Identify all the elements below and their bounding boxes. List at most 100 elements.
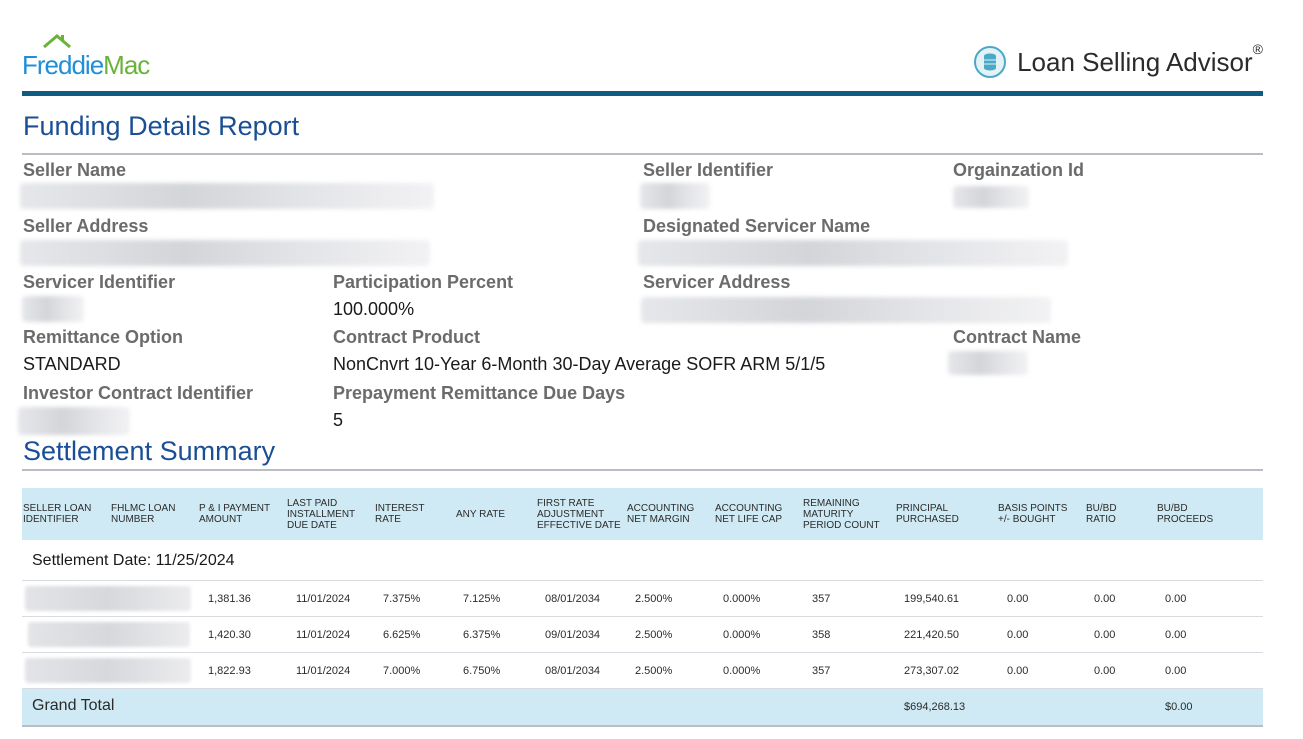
cell-principal: 221,420.50 xyxy=(904,628,960,641)
cell-margin: 2.500% xyxy=(635,628,673,641)
cell-life-cap: 0.000% xyxy=(723,592,761,605)
participation-percent-field: Participation Percent 100.000% xyxy=(333,272,513,320)
remittance-option-value: STANDARD xyxy=(23,354,121,374)
cell-pi: 1,420.30 xyxy=(208,628,251,641)
seller-address-label: Seller Address xyxy=(23,216,149,236)
app-name-text: Loan Selling Advisor xyxy=(1017,46,1253,77)
organization-id-label: Orgainzation Id xyxy=(953,160,1085,180)
col-bubd-ratio: BU/BD RATIO xyxy=(1086,503,1117,525)
cell-rate: 7.375% xyxy=(383,592,421,605)
col-remaining-maturity: REMAINING MATURITY PERIOD COUNT xyxy=(803,497,880,531)
table-row: 1,420.30 11/01/2024 6.625% 6.375% 09/01/… xyxy=(22,617,1263,653)
grand-total-principal: $694,268.13 xyxy=(904,701,966,713)
remittance-option-label: Remittance Option xyxy=(23,327,184,347)
loan-id-redacted xyxy=(25,586,191,611)
cell-remaining: 357 xyxy=(812,664,831,677)
cell-life-cap: 0.000% xyxy=(723,664,761,677)
cell-principal: 199,540.61 xyxy=(904,592,960,605)
col-net-life-cap: ACCOUNTING NET LIFE CAP xyxy=(715,503,783,525)
cell-any-rate: 7.125% xyxy=(463,592,501,605)
title-divider xyxy=(22,153,1263,155)
col-fhlmc-loan-number: FHLMC LOAN NUMBER xyxy=(111,503,176,525)
loan-id-redacted xyxy=(25,658,191,683)
cell-life-cap: 0.000% xyxy=(723,628,761,641)
servicer-identifier-redacted xyxy=(22,296,84,322)
investor-contract-redacted xyxy=(18,407,130,435)
servicer-address-field: Servicer Address xyxy=(643,272,790,293)
page-header: FreddieMac Loan Selling Advisor® xyxy=(22,30,1263,92)
contract-product-label: Contract Product xyxy=(333,327,481,347)
logo-text-freddie: Freddie xyxy=(22,50,104,80)
seller-identifier-label: Seller Identifier xyxy=(643,160,774,180)
col-any-rate: ANY RATE xyxy=(456,508,506,520)
cell-remaining: 357 xyxy=(812,592,831,605)
servicer-address-redacted xyxy=(641,297,1051,323)
cell-any-rate: 6.375% xyxy=(463,628,501,641)
cell-bp: 0.00 xyxy=(1007,628,1029,641)
seller-name-field: Seller Name xyxy=(23,160,126,181)
cell-pi: 1,381.36 xyxy=(208,592,251,605)
participation-percent-value: 100.000% xyxy=(333,299,415,319)
organization-id-redacted xyxy=(953,186,1029,208)
loan-id-redacted xyxy=(28,622,190,647)
grand-total-proceeds: $0.00 xyxy=(1165,701,1193,713)
logo-text-mac: Mac xyxy=(103,50,150,80)
report-title: Funding Details Report xyxy=(23,111,300,141)
cell-rate: 7.000% xyxy=(383,664,421,677)
servicer-address-label: Servicer Address xyxy=(643,272,791,292)
cell-proceeds: 0.00 xyxy=(1165,592,1187,605)
cell-last-paid: 11/01/2024 xyxy=(296,664,351,677)
cell-margin: 2.500% xyxy=(635,592,673,605)
col-first-rate-adj: FIRST RATE ADJUSTMENT EFFECTIVE DATE xyxy=(537,497,621,531)
contract-product-field: Contract Product NonCnvrt 10-Year 6-Mont… xyxy=(333,327,825,375)
seller-identifier-redacted xyxy=(640,183,710,209)
table-row: 1,822.93 11/01/2024 7.000% 6.750% 08/01/… xyxy=(22,653,1263,689)
cell-any-rate: 6.750% xyxy=(463,664,501,677)
seller-name-label: Seller Name xyxy=(23,160,127,180)
cell-last-paid: 11/01/2024 xyxy=(296,592,351,605)
col-pi-payment: P & I PAYMENT AMOUNT xyxy=(199,503,270,525)
table-header: SELLER LOAN IDENTIFIER FHLMC LOAN NUMBER… xyxy=(22,488,1263,540)
col-bubd-proceeds: BU/BD PROCEEDS xyxy=(1157,503,1214,525)
col-last-paid: LAST PAID INSTALLMENT DUE DATE xyxy=(287,497,355,531)
app-name: Loan Selling Advisor® xyxy=(1017,41,1263,78)
settlement-table: SELLER LOAN IDENTIFIER FHLMC LOAN NUMBER… xyxy=(22,488,1263,727)
seller-name-redacted xyxy=(20,183,434,209)
prepayment-value: 5 xyxy=(333,410,344,430)
seller-identifier-field: Seller Identifier xyxy=(643,160,773,181)
cell-margin: 2.500% xyxy=(635,664,673,677)
cell-remaining: 358 xyxy=(812,628,831,641)
col-seller-loan-id: SELLER LOAN IDENTIFIER xyxy=(23,503,92,525)
designated-servicer-redacted xyxy=(638,240,1068,266)
servicer-identifier-field: Servicer Identifier xyxy=(23,272,175,293)
organization-id-field: Orgainzation Id xyxy=(953,160,1084,181)
cell-ratio: 0.00 xyxy=(1094,628,1116,641)
grand-total-label: Grand Total xyxy=(32,697,115,714)
cell-pi: 1,822.93 xyxy=(208,664,251,677)
remittance-option-field: Remittance Option STANDARD xyxy=(23,327,183,375)
house-roof-icon xyxy=(43,34,71,48)
col-basis-points: BASIS POINTS +/- BOUGHT xyxy=(998,503,1068,525)
designated-servicer-field: Designated Servicer Name xyxy=(643,216,870,237)
investor-contract-label: Investor Contract Identifier xyxy=(23,383,254,403)
app-branding: Loan Selling Advisor® xyxy=(973,41,1263,82)
designated-servicer-label: Designated Servicer Name xyxy=(643,216,871,236)
servicer-identifier-label: Servicer Identifier xyxy=(23,272,176,292)
cell-first-adj: 08/01/2034 xyxy=(545,664,601,677)
freddie-mac-logo: FreddieMac xyxy=(22,34,172,82)
cell-principal: 273,307.02 xyxy=(904,664,960,677)
prepayment-label: Prepayment Remittance Due Days xyxy=(333,383,626,403)
registered-mark: ® xyxy=(1252,40,1263,57)
cell-proceeds: 0.00 xyxy=(1165,628,1187,641)
cell-last-paid: 11/01/2024 xyxy=(296,628,351,641)
participation-percent-label: Participation Percent xyxy=(333,272,514,292)
header-divider xyxy=(22,91,1263,96)
cell-bp: 0.00 xyxy=(1007,592,1029,605)
settlement-date-row: Settlement Date: 11/25/2024 xyxy=(22,540,1263,580)
settlement-date: Settlement Date: 11/25/2024 xyxy=(32,552,235,569)
settlement-divider xyxy=(22,469,1263,471)
col-interest-rate: INTEREST RATE xyxy=(375,503,425,525)
prepayment-field: Prepayment Remittance Due Days 5 xyxy=(333,383,625,431)
table-row: 1,381.36 11/01/2024 7.375% 7.125% 08/01/… xyxy=(22,580,1263,617)
cell-bp: 0.00 xyxy=(1007,664,1029,677)
